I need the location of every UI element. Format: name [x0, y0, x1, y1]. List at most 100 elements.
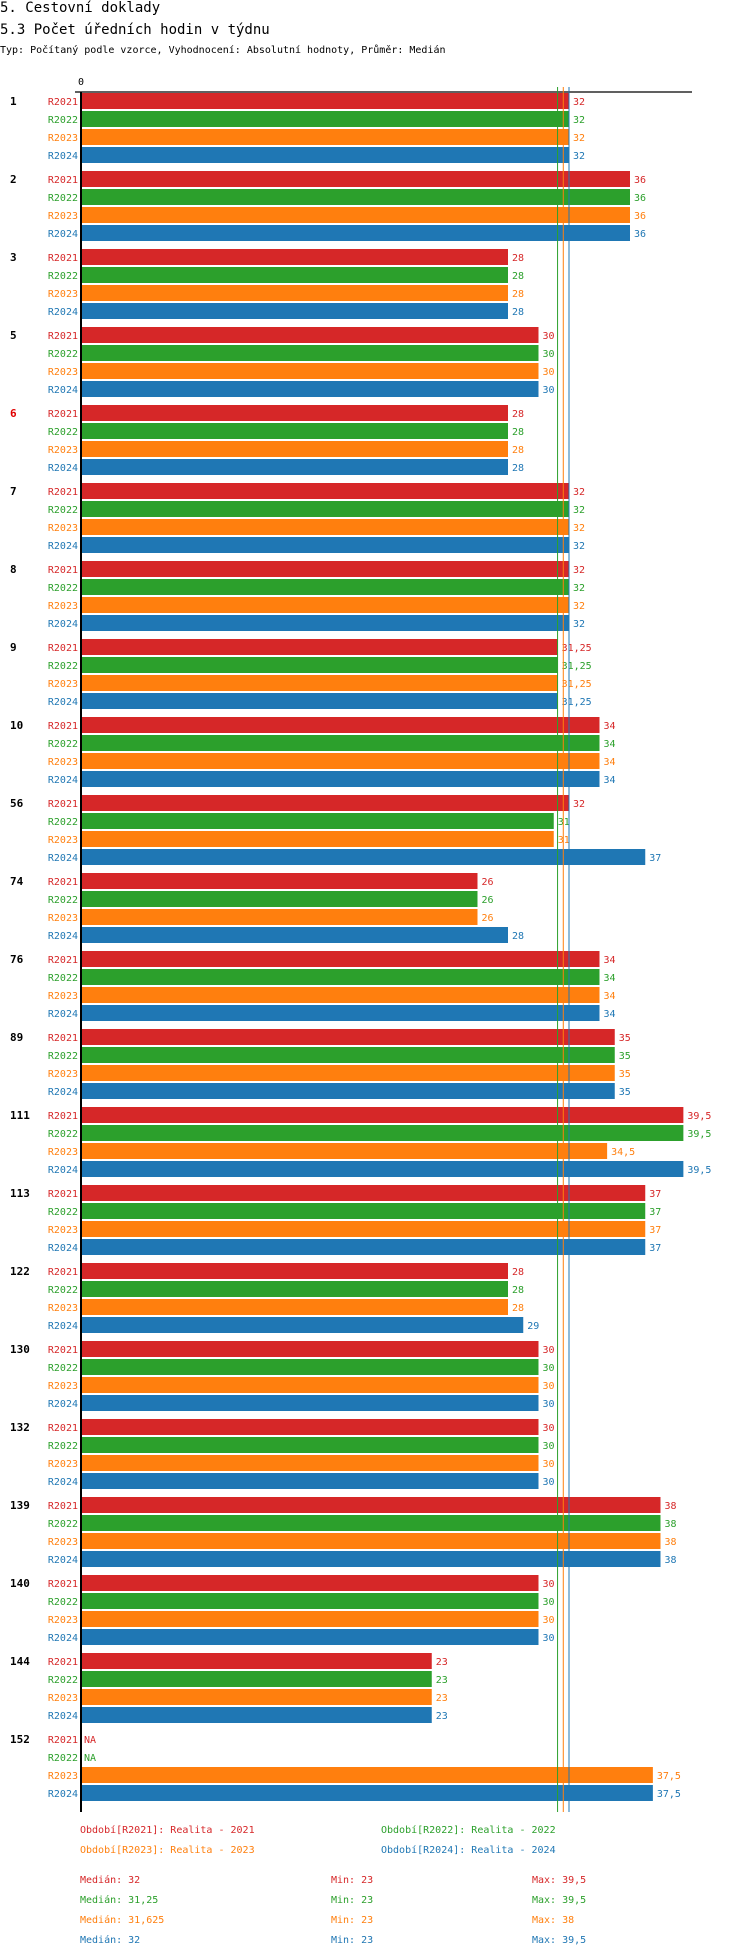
data-label: 28: [512, 427, 524, 438]
data-label: 28: [512, 931, 524, 942]
bar: [81, 1065, 615, 1081]
series-label: R2024: [48, 1477, 78, 1488]
bar: [81, 345, 539, 361]
data-label: 32: [573, 505, 585, 516]
bar: [81, 1419, 539, 1435]
category-label: 6: [10, 407, 17, 420]
bar: [81, 717, 600, 733]
series-label: R2023: [48, 1069, 78, 1080]
data-label: 32: [573, 799, 585, 810]
bar: [81, 1551, 661, 1567]
series-label: R2022: [48, 505, 78, 516]
bar: [81, 1707, 432, 1723]
series-label: R2021: [48, 1111, 78, 1122]
data-label: 30: [543, 1459, 555, 1470]
series-label: R2021: [48, 97, 78, 108]
data-label: 35: [619, 1069, 631, 1080]
series-label: R2021: [48, 1501, 78, 1512]
data-label: 39,5: [687, 1111, 711, 1122]
data-label: 32: [573, 115, 585, 126]
category-label: 2: [10, 173, 17, 186]
data-label: 34: [604, 721, 616, 732]
series-label: R2022: [48, 1519, 78, 1530]
data-label: 28: [512, 1303, 524, 1314]
series-label: R2022: [48, 1441, 78, 1452]
stat-min: Min: 23: [331, 1915, 373, 1926]
bar: [81, 1161, 684, 1177]
bar: [81, 129, 569, 145]
data-label: 37: [649, 853, 661, 864]
data-label: 34,5: [611, 1147, 635, 1158]
bar: [81, 1005, 600, 1021]
series-label: R2023: [48, 757, 78, 768]
series-label: R2023: [48, 367, 78, 378]
bar: [81, 1629, 539, 1645]
data-label: 31,25: [562, 643, 592, 654]
bar: [81, 1263, 508, 1279]
series-label: R2024: [48, 775, 78, 786]
data-label: 34: [604, 973, 616, 984]
data-label: 35: [619, 1033, 631, 1044]
data-label: 34: [604, 1009, 616, 1020]
bar: [81, 537, 569, 553]
bar: [81, 267, 508, 283]
data-label: 38: [665, 1555, 677, 1566]
data-label: 30: [543, 1615, 555, 1626]
data-label: 23: [436, 1657, 448, 1668]
data-label: 32: [573, 151, 585, 162]
legend-item: Období[R2023]: Realita - 2023: [80, 1844, 255, 1856]
data-label: 32: [573, 619, 585, 630]
series-label: R2024: [48, 541, 78, 552]
series-label: R2023: [48, 1459, 78, 1470]
data-label: 32: [573, 583, 585, 594]
series-label: R2023: [48, 835, 78, 846]
bar: [81, 831, 554, 847]
data-label: 30: [543, 1579, 555, 1590]
series-label: R2022: [48, 1207, 78, 1218]
series-label: R2021: [48, 1423, 78, 1434]
category-label: 56: [10, 797, 24, 810]
bar: [81, 483, 569, 499]
series-label: R2023: [48, 913, 78, 924]
stat-median: Medián: 32: [80, 1874, 140, 1886]
data-label: 29: [527, 1321, 539, 1332]
data-label: 30: [543, 1399, 555, 1410]
series-label: R2023: [48, 289, 78, 300]
data-label: 23: [436, 1711, 448, 1722]
series-label: R2024: [48, 463, 78, 474]
bar: [81, 303, 508, 319]
stat-median: Medián: 32: [80, 1934, 140, 1946]
stat-median: Medián: 31,625: [80, 1914, 164, 1926]
data-label: 30: [543, 1363, 555, 1374]
bar: [81, 423, 508, 439]
data-label: 26: [482, 877, 494, 888]
data-label: 36: [634, 229, 646, 240]
series-label: R2022: [48, 1129, 78, 1140]
data-label: 30: [543, 331, 555, 342]
data-label: 34: [604, 955, 616, 966]
series-label: R2023: [48, 523, 78, 534]
series-label: R2022: [48, 1051, 78, 1062]
data-label: 37: [649, 1225, 661, 1236]
data-label: 30: [543, 1597, 555, 1608]
data-label: 32: [573, 523, 585, 534]
data-label: 32: [573, 133, 585, 144]
series-label: R2021: [48, 799, 78, 810]
data-label: 28: [512, 253, 524, 264]
data-label: 23: [436, 1675, 448, 1686]
series-label: R2022: [48, 115, 78, 126]
series-label: R2024: [48, 151, 78, 162]
bar: [81, 873, 478, 889]
bar: [81, 1299, 508, 1315]
data-label: 31,25: [562, 679, 592, 690]
chart-title: 5.3 Počet úředních hodin v týdnu: [0, 22, 270, 38]
bar: [81, 657, 558, 673]
bar: [81, 1395, 539, 1411]
bar: [81, 111, 569, 127]
category-label: 9: [10, 641, 17, 654]
data-label: 31,25: [562, 661, 592, 672]
data-label: 34: [604, 757, 616, 768]
bar: [81, 1593, 539, 1609]
data-label: 36: [634, 211, 646, 222]
category-label: 122: [10, 1265, 30, 1278]
